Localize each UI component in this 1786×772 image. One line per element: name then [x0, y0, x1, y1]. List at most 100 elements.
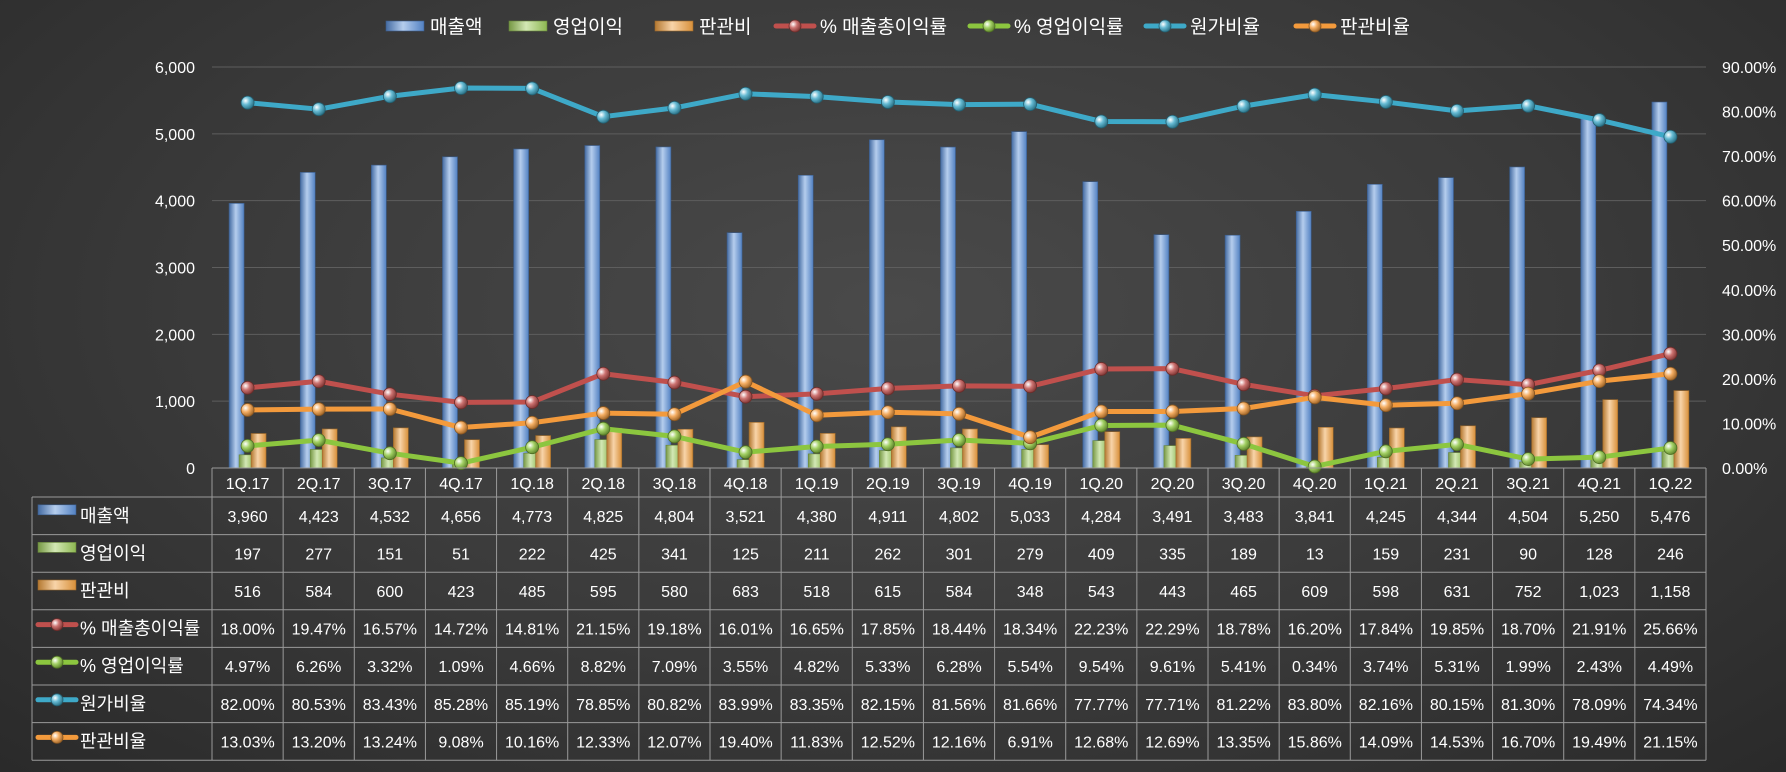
table-cell: 12.33%	[576, 734, 630, 751]
y2-tick-label: 50.00%	[1722, 238, 1776, 255]
y2-tick-label: 40.00%	[1722, 283, 1776, 300]
table-cell: 16.20%	[1288, 622, 1342, 639]
line-marker	[454, 420, 468, 435]
line-marker	[738, 86, 753, 101]
table-row: 원가비율 82.00% 80.53% 83.43% 85.28% 85.19% 78.85%…	[35, 693, 1698, 714]
table-cell: 262	[875, 546, 902, 563]
category-label: 3Q.21	[1506, 476, 1550, 493]
legend-item: 판관비	[654, 16, 751, 38]
line-marker	[525, 81, 540, 96]
legend-item: % 영업이익률	[967, 16, 1124, 38]
line-marker	[1450, 103, 1464, 118]
line-marker	[1023, 379, 1038, 394]
table-cell: 615	[875, 584, 902, 601]
line-marker	[809, 408, 824, 423]
line-marker	[1521, 98, 1536, 113]
table-cell: 683	[732, 584, 759, 601]
category-label: 4Q.21	[1577, 476, 1621, 493]
line-marker	[880, 95, 895, 109]
table-cell: 0.34%	[1292, 659, 1337, 676]
table-cell: 51	[452, 546, 470, 563]
table-cell: 211	[804, 546, 830, 563]
table-cell: 580	[661, 584, 688, 601]
table-cell: 17.85%	[861, 622, 915, 639]
line-marker	[809, 386, 824, 401]
line-marker	[809, 89, 824, 104]
line-marker	[1094, 404, 1109, 419]
table-cell: 13.35%	[1216, 734, 1270, 751]
legend-label: 판관비율	[1340, 16, 1410, 38]
bar-3	[321, 428, 338, 469]
y2-tick-label: 80.00%	[1722, 105, 1776, 122]
table-cell: 13	[1306, 546, 1324, 563]
table-cell: 1.09%	[438, 659, 483, 676]
table-cell: 85.19%	[505, 697, 559, 714]
table-cell: 81.56%	[932, 697, 986, 714]
line-marker	[311, 102, 326, 117]
table-cell: 80.82%	[647, 697, 701, 714]
table-cell: 14.72%	[434, 622, 488, 639]
category-label: 3Q.20	[1222, 476, 1266, 493]
legend-label: 원가비율	[1190, 16, 1260, 38]
legend-item: 원가비율	[1143, 16, 1260, 38]
table-cell: 14.09%	[1359, 734, 1413, 751]
table-cell: 409	[1088, 546, 1115, 563]
table-cell: 518	[803, 584, 830, 601]
table-cell: 4,773	[512, 509, 552, 526]
line-marker	[1378, 381, 1393, 396]
bar-3	[748, 422, 765, 469]
table-cell: 77.77%	[1074, 697, 1128, 714]
table-cell: 465	[1230, 584, 1257, 601]
table-cell: 4,344	[1437, 509, 1477, 526]
line-marker	[1378, 95, 1393, 109]
table-row: 판관비율 13.03% 13.20% 13.24% 9.08% 10.16% 12.33% 1…	[35, 731, 1698, 751]
category-label: 1Q.19	[795, 476, 839, 493]
category-label: 3Q.19	[937, 476, 981, 493]
line-marker	[1307, 459, 1322, 474]
table-cell: 600	[377, 584, 404, 601]
table-cell: 90	[1519, 546, 1537, 563]
legend-label: % 영업이익률	[1014, 16, 1124, 38]
table-cell: 3.55%	[723, 659, 768, 676]
table-cell: 598	[1373, 584, 1400, 601]
table-cell: 4,380	[797, 509, 837, 526]
table-cell: 4,423	[299, 509, 339, 526]
category-label: 4Q.19	[1008, 476, 1052, 493]
table-cell: 17.84%	[1359, 622, 1413, 639]
line-marker	[1307, 390, 1322, 405]
table-row: % 매출총이익률 18.00% 19.47% 16.57% 14.72% 14.81% 21…	[35, 618, 1698, 639]
table-cell: 231	[1444, 546, 1471, 563]
category-label: 1Q.18	[510, 476, 554, 493]
table-cell: 4,284	[1081, 509, 1121, 526]
legend-bar-icon	[385, 20, 425, 32]
line-marker	[1094, 418, 1109, 433]
line-marker	[809, 439, 824, 454]
line-marker	[1023, 430, 1038, 445]
table-cell: 425	[590, 546, 617, 563]
line-marker	[596, 366, 611, 381]
line-marker	[1450, 437, 1464, 452]
legend-item: 매출액	[385, 16, 482, 38]
table-cell: 21.91%	[1572, 622, 1626, 639]
legend-bar-icon	[37, 542, 77, 553]
table-cell: 78.09%	[1572, 697, 1626, 714]
table-cell: 7.09%	[652, 659, 697, 676]
legend-bar-icon	[654, 20, 694, 32]
line-marker	[525, 440, 540, 455]
table-row: 영업이익 197 277 151 51 222 425 341 125 211 262 301 279 4…	[37, 542, 1684, 563]
line-marker	[1094, 114, 1109, 129]
table-cell: 21.15%	[576, 622, 630, 639]
line-marker	[1236, 99, 1251, 114]
line-marker	[382, 89, 397, 104]
category-label: 2Q.20	[1151, 476, 1195, 493]
line-marker	[1450, 372, 1464, 387]
line-marker	[1307, 87, 1322, 102]
table-cell: 584	[305, 584, 332, 601]
y-tick-label: 3,000	[155, 261, 195, 278]
table-cell: 83.35%	[790, 697, 844, 714]
line-marker	[1094, 362, 1109, 376]
category-label: 4Q.20	[1293, 476, 1337, 493]
table-cell: 277	[305, 546, 332, 563]
line-marker	[311, 374, 326, 389]
line-marker	[382, 387, 397, 402]
